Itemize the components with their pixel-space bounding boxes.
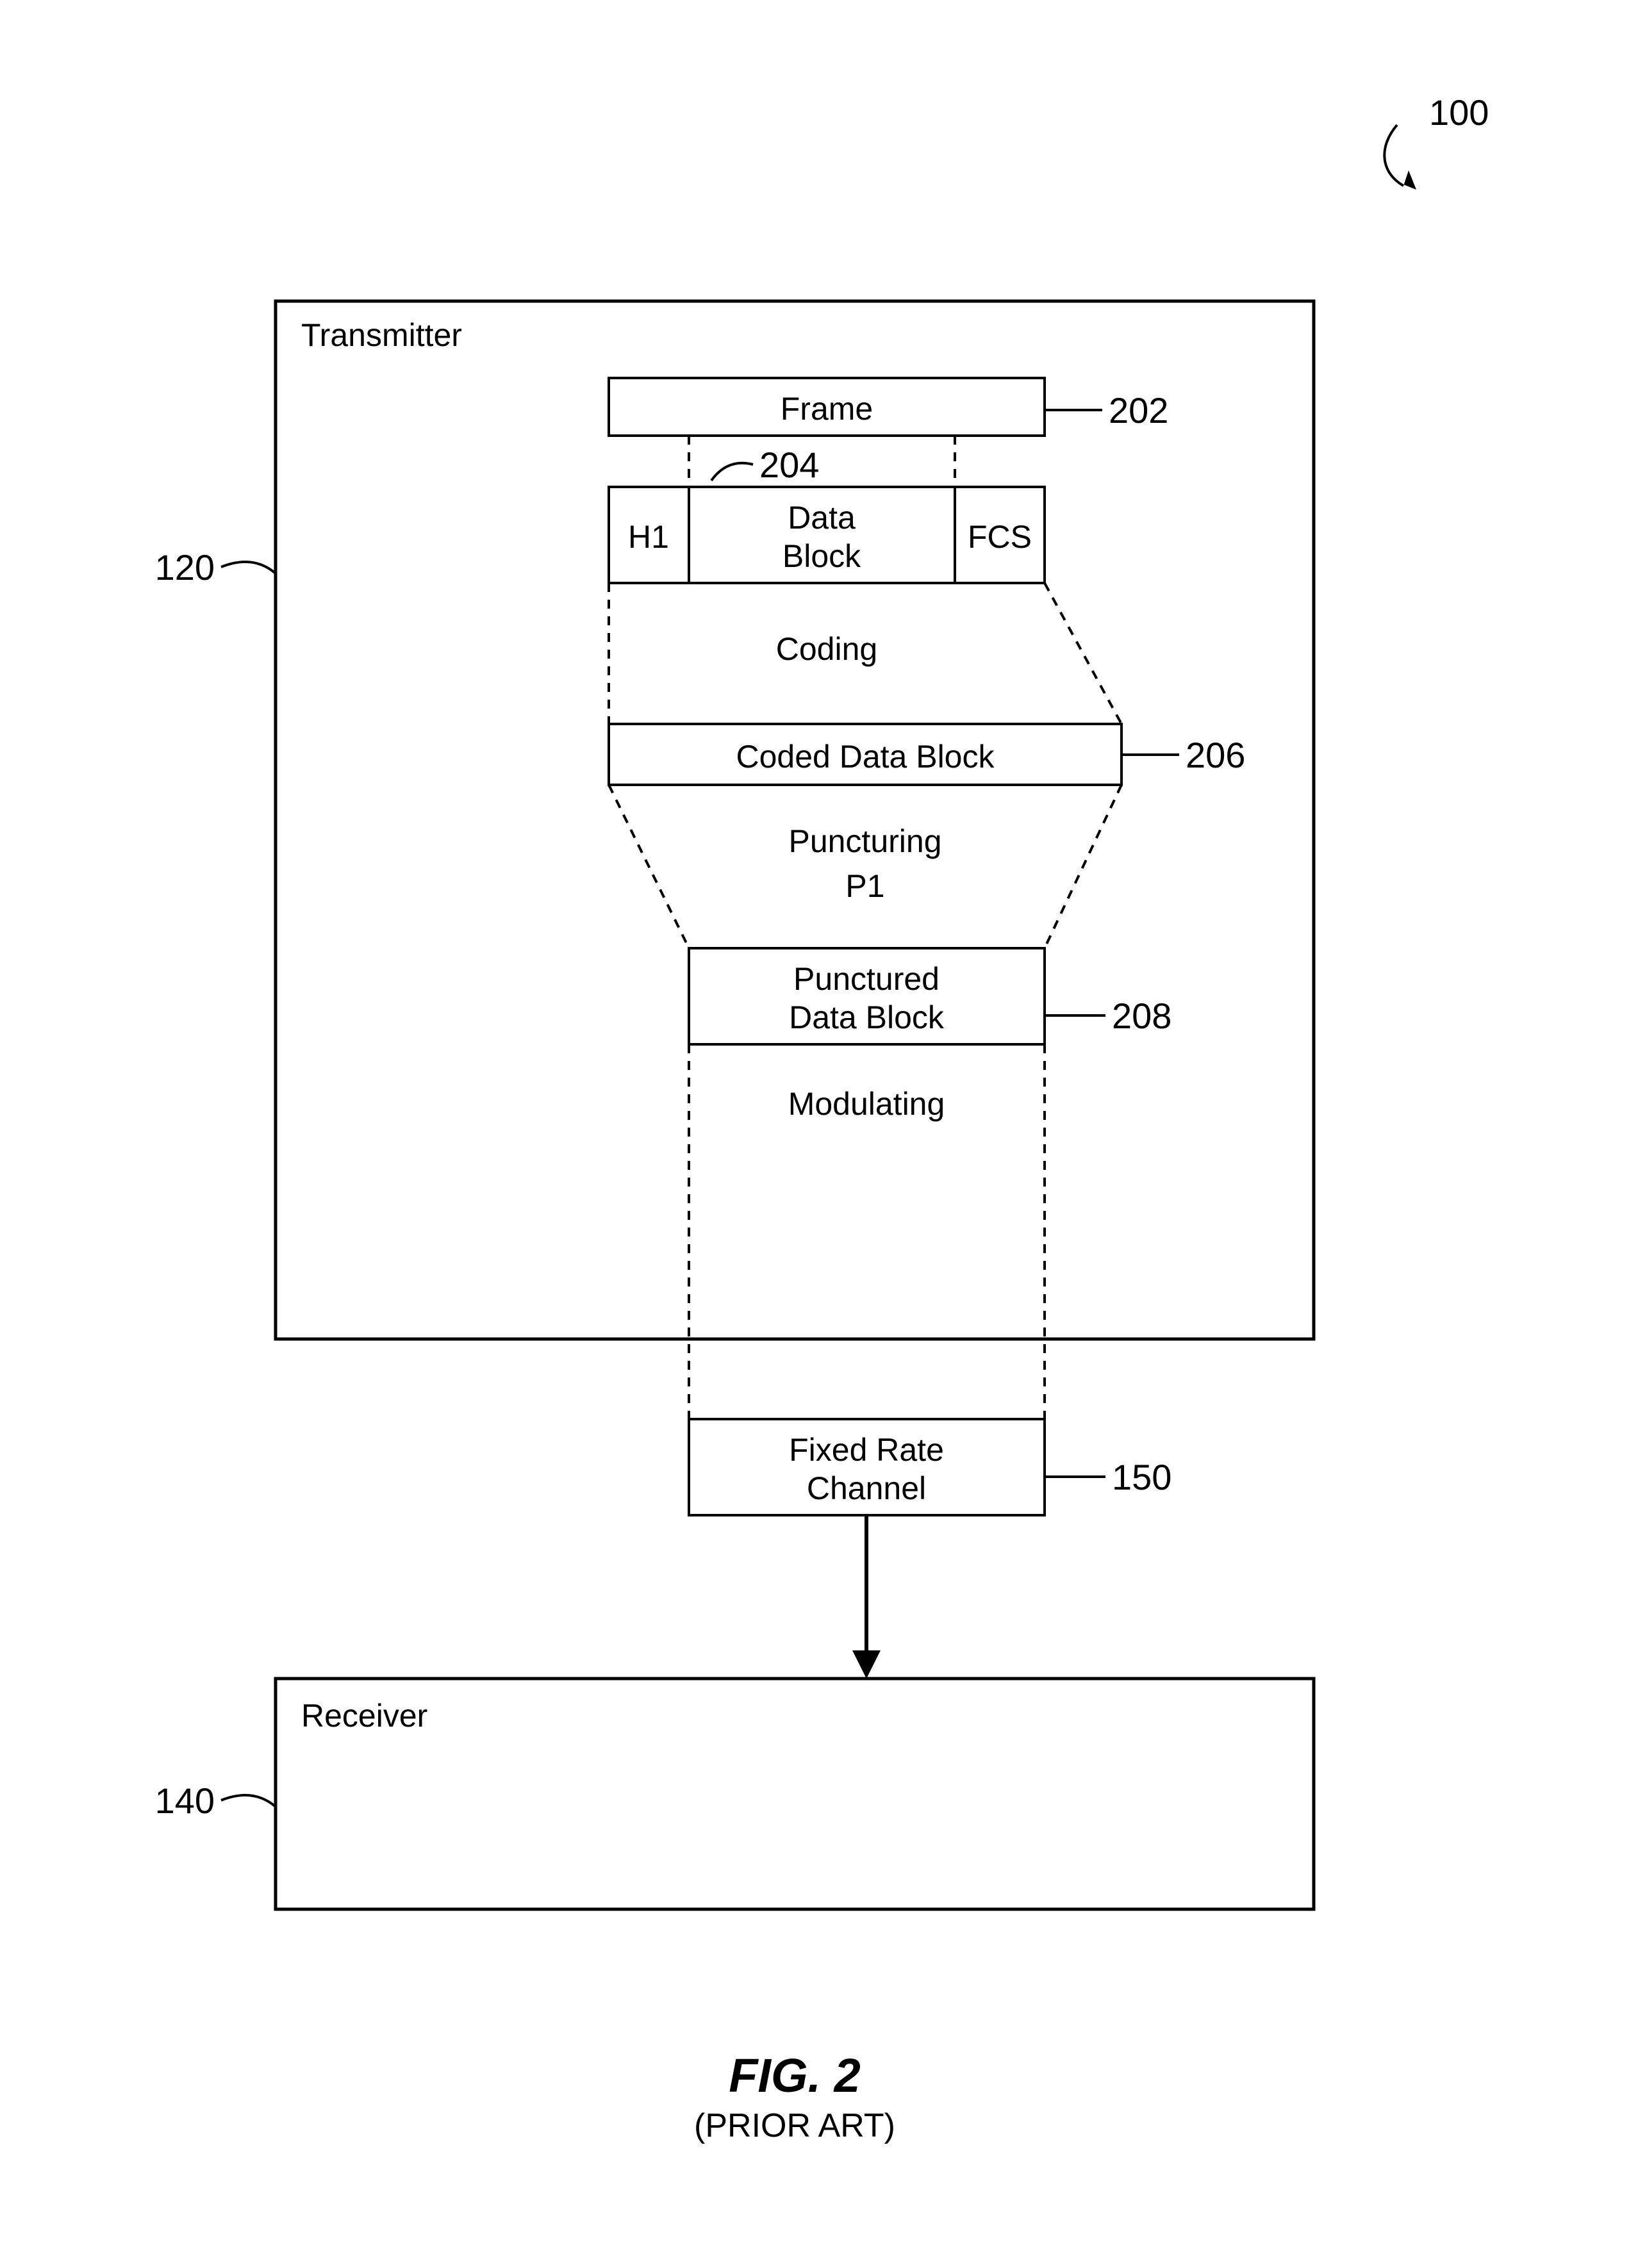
- hdf-h1: H1: [628, 519, 669, 555]
- frame-ref: 202: [1109, 390, 1168, 431]
- hdf-fcs: FCS: [968, 519, 1032, 555]
- fixed-rate-label1: Fixed Rate: [789, 1432, 944, 1468]
- ref-main: 100: [1429, 92, 1489, 133]
- coding-label: Coding: [776, 631, 877, 667]
- coded-label: Coded Data Block: [736, 739, 995, 775]
- modulating-label: Modulating: [788, 1086, 945, 1122]
- hdf-data1: Data: [788, 500, 856, 536]
- coded-ref: 206: [1186, 735, 1245, 775]
- fixed-rate-label2: Channel: [807, 1470, 926, 1506]
- caption-line1: FIG. 2: [729, 2049, 861, 2102]
- puncturing-label1: Puncturing: [788, 823, 941, 859]
- hdf-ref: 204: [759, 445, 819, 485]
- fixed-rate-ref: 150: [1112, 1457, 1171, 1497]
- ref-main-arrowhead: [1397, 170, 1416, 190]
- transmitter-title: Transmitter: [301, 317, 462, 353]
- caption-line2: (PRIOR ART): [694, 2107, 895, 2144]
- transmitter-ref-leader: [221, 562, 276, 573]
- punctured-label1: Punctured: [793, 961, 939, 997]
- receiver-ref: 140: [155, 1780, 215, 1821]
- receiver-ref-leader: [221, 1795, 276, 1807]
- punctured-label2: Data Block: [789, 999, 945, 1035]
- frc-arrowhead: [852, 1650, 881, 1679]
- receiver-box: [276, 1679, 1314, 1909]
- ref-main-arrow: [1384, 125, 1403, 186]
- hdf-data2: Block: [782, 538, 861, 574]
- punctured-ref: 208: [1112, 996, 1171, 1036]
- transmitter-ref: 120: [155, 547, 215, 588]
- frame-label: Frame: [781, 391, 873, 427]
- receiver-title: Receiver: [301, 1698, 427, 1734]
- puncturing-label2: P1: [845, 868, 884, 904]
